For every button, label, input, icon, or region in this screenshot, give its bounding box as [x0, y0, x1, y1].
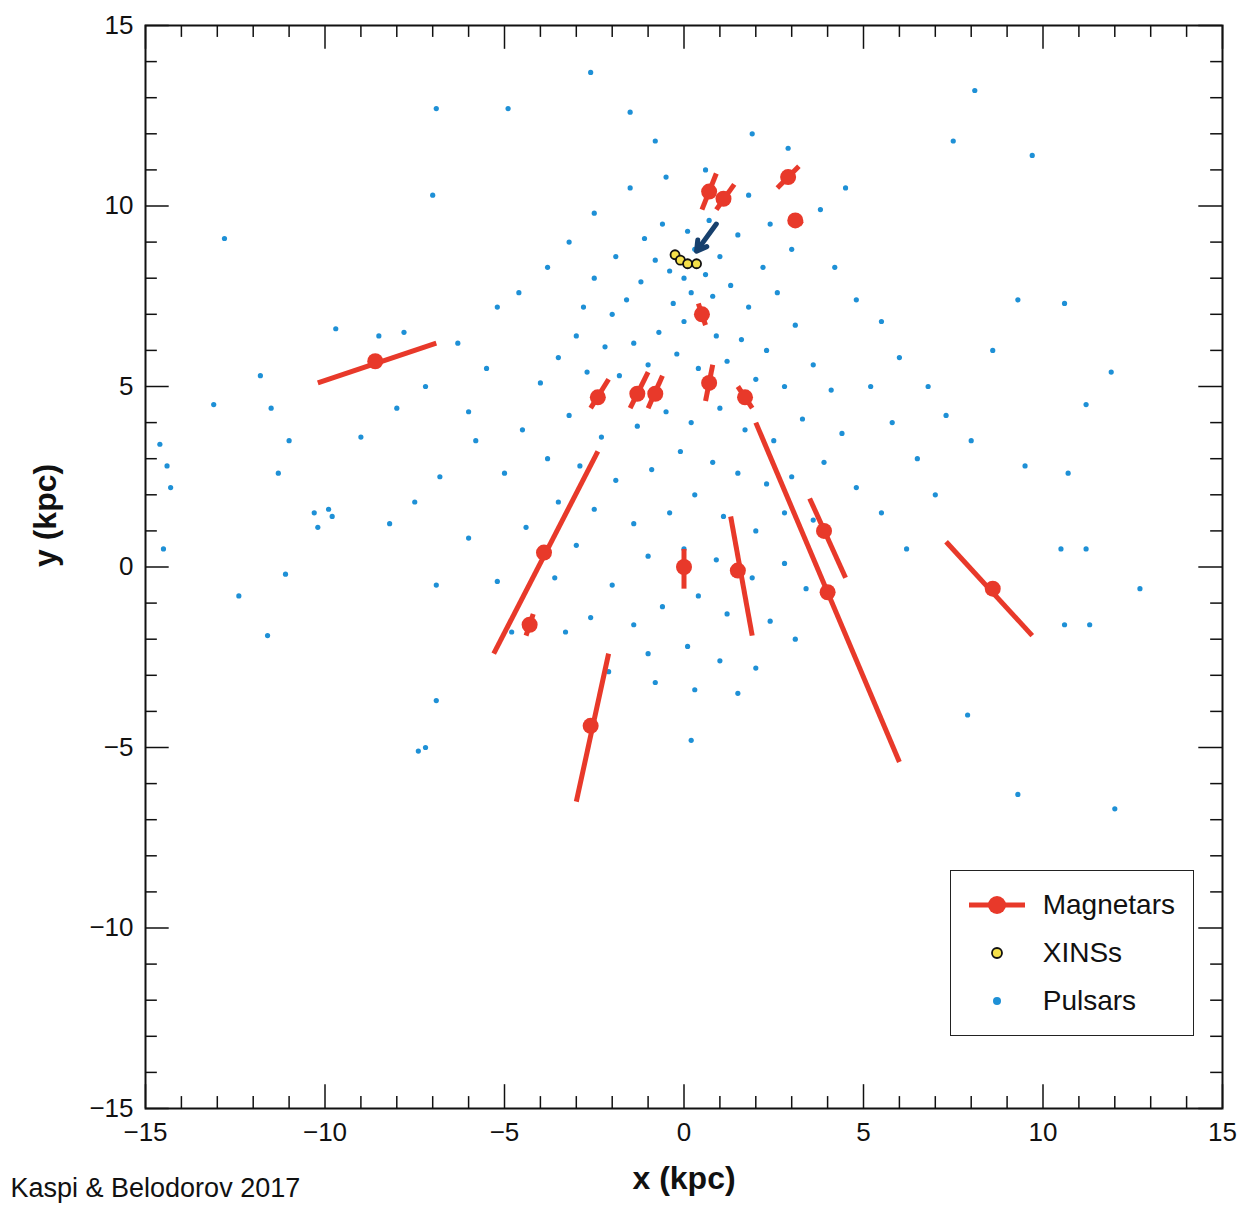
- svg-text:−10: −10: [89, 912, 133, 942]
- html-text:Magnetars: Magnetars: [1042, 889, 1175, 920]
- svg-text:0: 0: [119, 551, 133, 581]
- svg-text:15: 15: [1208, 1117, 1237, 1147]
- svg-text:x (kpc): x (kpc): [632, 1160, 735, 1196]
- svg-text:Kaspi & Belodorov 2017: Kaspi & Belodorov 2017: [11, 1173, 301, 1203]
- html-text:XINSs: XINSs: [1042, 937, 1123, 968]
- svg-text:y (kpc): y (kpc): [27, 464, 63, 567]
- html-text:Pulsars: Pulsars: [1042, 985, 1137, 1016]
- svg-text:5: 5: [856, 1117, 870, 1147]
- svg-text:−5: −5: [104, 732, 134, 762]
- svg-text:10: 10: [105, 190, 134, 220]
- svg-text:−5: −5: [490, 1117, 520, 1147]
- svg-text:15: 15: [105, 10, 134, 40]
- svg-text:10: 10: [1029, 1117, 1058, 1147]
- svg-text:5: 5: [119, 371, 133, 401]
- svg-text:0: 0: [677, 1117, 691, 1147]
- svg-text:−10: −10: [303, 1117, 347, 1147]
- svg-text:−15: −15: [123, 1117, 168, 1147]
- svg-text:−15: −15: [89, 1093, 133, 1123]
